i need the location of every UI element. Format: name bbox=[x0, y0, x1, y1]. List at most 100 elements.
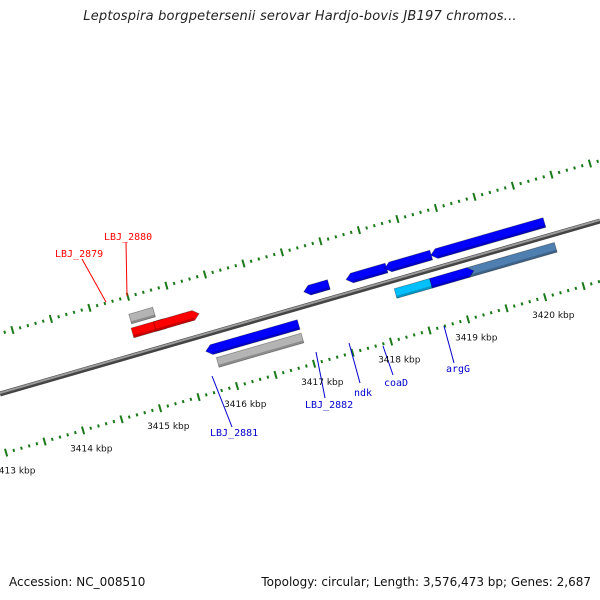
lower-tick bbox=[581, 281, 586, 291]
feature-lbj-2878[interactable] bbox=[128, 306, 156, 325]
lower-tick bbox=[204, 393, 208, 397]
gene-coad[interactable] bbox=[429, 267, 475, 289]
lower-tick bbox=[243, 382, 247, 386]
upper-tick bbox=[64, 312, 68, 317]
upper-tick bbox=[202, 270, 208, 279]
feature-lbj-2878-shade bbox=[130, 314, 156, 324]
upper-tick bbox=[180, 279, 184, 283]
gene-features bbox=[128, 217, 558, 368]
upper-tick bbox=[580, 164, 584, 168]
lower-tick bbox=[465, 315, 471, 324]
upper-tick bbox=[372, 223, 376, 228]
upper-tick bbox=[388, 219, 392, 223]
lower-tick bbox=[497, 308, 501, 313]
upper-tick bbox=[226, 266, 230, 270]
upper-tick bbox=[488, 190, 492, 195]
lower-tick bbox=[80, 426, 86, 435]
lower-tick bbox=[12, 448, 16, 453]
upper-tick bbox=[10, 325, 15, 335]
lower-tick bbox=[542, 293, 548, 302]
lower-tick bbox=[150, 408, 154, 413]
gene-label-lbj-2881[interactable]: LBJ_2881 bbox=[210, 428, 258, 439]
upper-tick bbox=[433, 203, 439, 213]
lower-tick bbox=[512, 304, 516, 308]
gene-unnamed-6[interactable] bbox=[430, 217, 547, 259]
lower-tick bbox=[381, 342, 385, 346]
upper-tick bbox=[48, 314, 54, 324]
feature-lbj-2881-shade bbox=[218, 340, 304, 368]
upper-tick bbox=[496, 188, 499, 192]
upper-tick bbox=[149, 288, 153, 292]
upper-tick bbox=[549, 170, 554, 179]
lower-tick bbox=[559, 291, 562, 295]
lower-tick bbox=[251, 379, 254, 384]
upper-tick bbox=[557, 170, 561, 175]
upper-tick bbox=[118, 297, 122, 301]
lower-tick bbox=[535, 297, 539, 302]
upper-tick bbox=[311, 241, 315, 246]
lower-tick bbox=[50, 437, 54, 442]
lower-tick bbox=[458, 319, 462, 324]
lower-tick bbox=[304, 364, 308, 368]
tick-label: 3414 kbp bbox=[70, 444, 113, 454]
upper-tick bbox=[211, 270, 215, 275]
lower-tick bbox=[335, 355, 339, 359]
gene-label-lbj-2879[interactable]: LBJ_2879 bbox=[55, 249, 103, 260]
gene-unnamed-3[interactable] bbox=[303, 279, 331, 296]
upper-tick bbox=[157, 286, 161, 290]
upper-tick bbox=[449, 201, 453, 206]
feature-ndk-shade bbox=[396, 285, 433, 299]
lower-tick bbox=[474, 315, 478, 319]
upper-tick bbox=[103, 301, 107, 306]
lower-tick bbox=[234, 381, 240, 391]
upper-tick bbox=[18, 326, 22, 330]
lower-tick bbox=[42, 437, 47, 446]
upper-tick bbox=[587, 159, 593, 168]
gene-label-coad[interactable]: coaD bbox=[384, 378, 408, 389]
upper-tick bbox=[272, 252, 276, 257]
feature-lbj-2881[interactable] bbox=[215, 332, 305, 368]
gene-label-argg[interactable]: argG bbox=[446, 364, 470, 375]
upper-tick bbox=[426, 208, 430, 212]
lower-tick bbox=[358, 348, 362, 353]
upper-tick bbox=[26, 323, 30, 328]
upper-tick bbox=[534, 177, 538, 181]
lower-tick bbox=[397, 337, 401, 342]
lower-tick bbox=[189, 397, 193, 402]
lower-tick bbox=[89, 426, 93, 430]
lower-tick bbox=[566, 288, 570, 293]
gene-lbj-2880[interactable] bbox=[153, 310, 200, 332]
upper-tick bbox=[279, 248, 285, 257]
upper-tick bbox=[218, 268, 222, 272]
upper-tick bbox=[596, 159, 600, 164]
upper-tick bbox=[265, 255, 268, 259]
upper-tick bbox=[34, 321, 37, 326]
upper-tick bbox=[80, 308, 84, 312]
lower-tick bbox=[181, 399, 185, 404]
upper-tick bbox=[565, 168, 569, 172]
upper-tick bbox=[288, 248, 292, 252]
lower-tick bbox=[297, 366, 301, 370]
upper-tick bbox=[188, 277, 191, 281]
lower-tick bbox=[258, 377, 262, 382]
gene-unnamed-2[interactable] bbox=[205, 319, 301, 355]
lower-tick bbox=[166, 404, 170, 408]
tick-label: 3415 kbp bbox=[147, 422, 190, 432]
lower-tick bbox=[427, 326, 432, 335]
upper-tick bbox=[356, 226, 362, 235]
gene-label-ndk[interactable]: ndk bbox=[354, 388, 372, 399]
lower-tick bbox=[405, 335, 408, 339]
lower-tick bbox=[3, 448, 9, 457]
lower-tick bbox=[528, 299, 532, 304]
upper-tick bbox=[3, 330, 7, 334]
upper-tick bbox=[72, 310, 76, 315]
accession-text: Accession: NC_008510 bbox=[9, 575, 146, 589]
upper-tick bbox=[141, 290, 145, 295]
upper-tick bbox=[87, 303, 92, 312]
gene-unnamed-3-shade bbox=[310, 287, 331, 295]
upper-tick bbox=[318, 237, 323, 246]
gene-label-lbj-2882[interactable]: LBJ_2882 bbox=[305, 400, 353, 411]
gene-label-lbj-2880[interactable]: LBJ_2880 bbox=[104, 232, 152, 243]
